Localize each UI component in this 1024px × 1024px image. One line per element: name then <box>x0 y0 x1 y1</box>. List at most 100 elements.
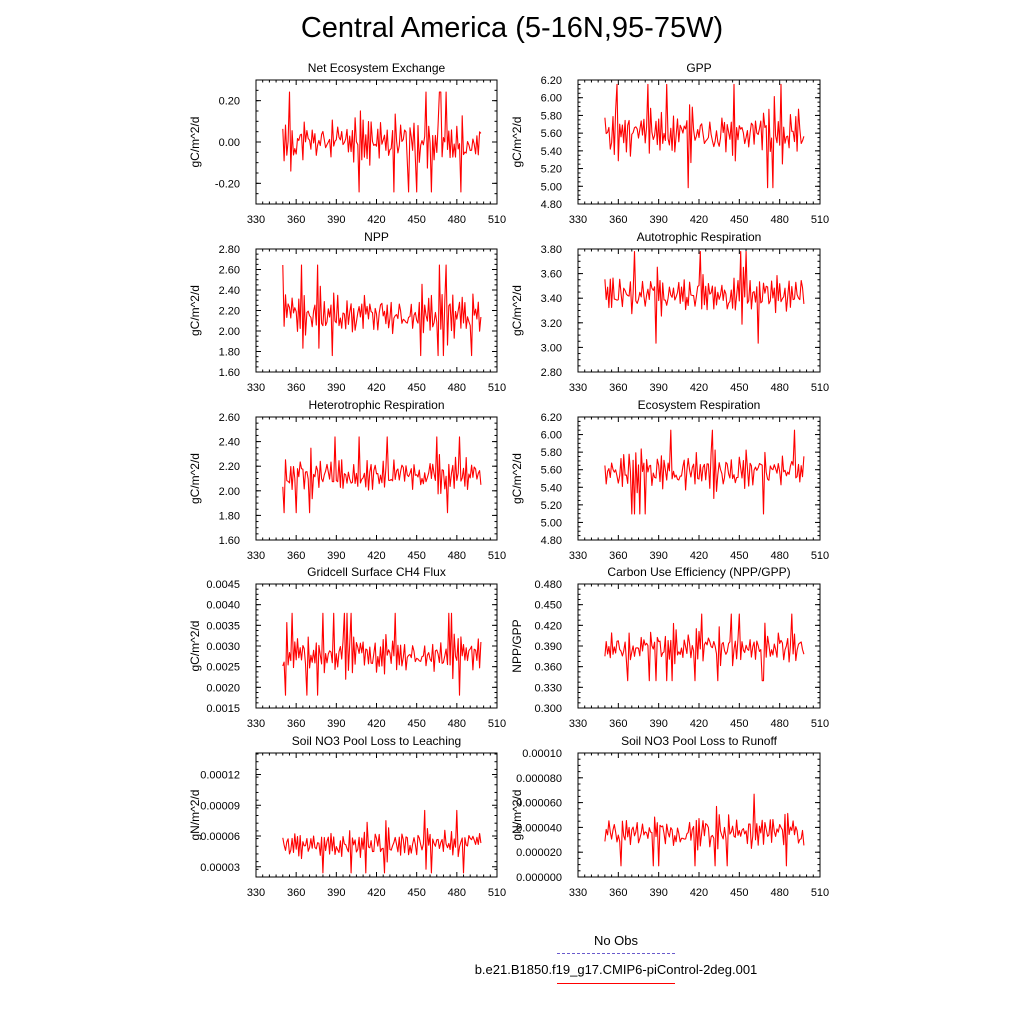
panel-title: Autotrophic Respiration <box>637 230 762 244</box>
panel-5: Heterotrophic Respiration gC/m^2/d 330 360 3… <box>188 398 506 562</box>
y-axis-label: gC/m^2/d <box>188 117 202 168</box>
x-tick-label: 330 <box>247 887 265 899</box>
legend-model-line <box>557 983 675 984</box>
y-tick-label: 4.80 <box>541 535 562 547</box>
y-tick-label: -0.20 <box>215 178 240 190</box>
x-tick-label: 420 <box>690 382 708 394</box>
y-tick-label: 0.450 <box>534 600 562 612</box>
panel-title: Heterotrophic Respiration <box>308 398 444 412</box>
series-line <box>604 429 805 515</box>
x-tick-label: 330 <box>569 214 587 226</box>
x-tick-label: 330 <box>569 887 587 899</box>
y-tick-label: 6.20 <box>541 75 562 87</box>
x-tick-label: 360 <box>609 718 627 730</box>
panel-title: Soil NO3 Pool Loss to Runoff <box>621 734 778 748</box>
x-tick-label: 330 <box>247 550 265 562</box>
y-tick-label: 0.00 <box>219 137 240 149</box>
y-tick-label: 5.20 <box>541 500 562 512</box>
x-tick-label: 360 <box>609 214 627 226</box>
panel-title: NPP <box>364 230 389 244</box>
y-tick-label: 1.60 <box>219 367 240 379</box>
y-tick-label: 0.0030 <box>206 641 240 653</box>
legend-model-label: b.e21.B1850.f19_g17.CMIP6-piControl-2deg… <box>474 962 758 977</box>
y-tick-label: 0.300 <box>534 703 562 715</box>
y-axis-label: gC/m^2/d <box>188 621 202 672</box>
y-tick-label: 2.80 <box>219 244 240 256</box>
plot-frame <box>255 752 498 878</box>
y-tick-label: 5.80 <box>541 447 562 459</box>
series-line <box>282 436 482 514</box>
series-line <box>604 613 805 682</box>
x-tick-label: 360 <box>609 382 627 394</box>
y-tick-label: 1.80 <box>219 510 240 522</box>
x-tick-label: 360 <box>287 382 305 394</box>
series-line <box>604 250 805 344</box>
x-tick-label: 450 <box>407 382 425 394</box>
y-tick-label: 6.00 <box>541 430 562 442</box>
y-tick-label: 1.80 <box>219 347 240 359</box>
x-tick-label: 450 <box>730 214 748 226</box>
y-tick-label: 5.60 <box>541 465 562 477</box>
y-tick-label: 5.20 <box>541 164 562 176</box>
y-tick-label: 5.40 <box>541 146 562 158</box>
x-tick-label: 480 <box>770 382 788 394</box>
y-axis-label: gC/m^2/d <box>510 117 524 168</box>
y-tick-label: 2.80 <box>541 367 562 379</box>
y-tick-label: 2.40 <box>219 285 240 297</box>
y-tick-label: 0.000020 <box>516 847 562 859</box>
x-tick-label: 450 <box>407 887 425 899</box>
x-tick-label: 420 <box>367 718 385 730</box>
y-tick-label: 0.00003 <box>200 862 240 874</box>
x-tick-label: 480 <box>770 718 788 730</box>
y-tick-label: 0.000080 <box>516 773 562 785</box>
x-tick-label: 510 <box>811 550 829 562</box>
panel-2: GPP gC/m^2/d 330 360 390 420 450 480 510 6.20 6.00… <box>510 61 829 226</box>
y-tick-label: 2.60 <box>219 412 240 424</box>
x-tick-label: 390 <box>649 214 667 226</box>
x-tick-label: 330 <box>247 382 265 394</box>
x-tick-label: 390 <box>327 550 345 562</box>
y-tick-label: 0.00009 <box>200 800 240 812</box>
x-tick-label: 420 <box>367 382 385 394</box>
series-line <box>604 793 805 867</box>
y-tick-label: 3.20 <box>541 318 562 330</box>
x-tick-label: 450 <box>730 887 748 899</box>
x-tick-label: 510 <box>811 887 829 899</box>
y-tick-label: 6.20 <box>541 412 562 424</box>
y-tick-label: 5.60 <box>541 128 562 140</box>
panel-1: Net Ecosystem Exchange gC/m^2/d 330 360 390 4… <box>188 61 506 226</box>
plot-frame <box>577 583 821 709</box>
page-title: Central America (5-16N,95-75W) <box>300 12 724 44</box>
x-tick-label: 480 <box>448 214 466 226</box>
y-tick-label: 3.80 <box>541 244 562 256</box>
x-tick-label: 390 <box>327 718 345 730</box>
y-tick-label: 0.0020 <box>206 682 240 694</box>
x-tick-label: 450 <box>407 214 425 226</box>
panel-3: NPP gC/m^2/d 330 360 390 420 450 480 510 2.80 2.60… <box>188 230 506 394</box>
y-tick-label: 2.60 <box>219 265 240 277</box>
y-tick-label: 6.00 <box>541 93 562 105</box>
legend-obs-label: No Obs <box>593 933 639 948</box>
plot-frame <box>577 752 821 878</box>
y-tick-label: 0.000040 <box>516 822 562 834</box>
y-tick-label: 0.0015 <box>206 703 240 715</box>
x-tick-label: 480 <box>448 718 466 730</box>
y-tick-label: 0.420 <box>534 620 562 632</box>
x-tick-label: 510 <box>811 382 829 394</box>
y-tick-label: 1.60 <box>219 535 240 547</box>
y-tick-label: 0.0025 <box>206 662 240 674</box>
x-tick-label: 480 <box>448 382 466 394</box>
x-tick-label: 420 <box>367 214 385 226</box>
panel-title: Net Ecosystem Exchange <box>308 61 446 75</box>
y-tick-label: 0.0045 <box>206 579 240 591</box>
x-tick-label: 480 <box>448 550 466 562</box>
panel-4: Autotrophic Respiration gC/m^2/d 330 360 390… <box>510 230 829 394</box>
x-tick-label: 510 <box>488 382 506 394</box>
panel-title: Gridcell Surface CH4 Flux <box>307 565 446 579</box>
series-line <box>282 809 482 874</box>
x-tick-label: 360 <box>287 887 305 899</box>
x-tick-label: 330 <box>569 550 587 562</box>
x-tick-label: 390 <box>649 718 667 730</box>
x-tick-label: 360 <box>609 887 627 899</box>
